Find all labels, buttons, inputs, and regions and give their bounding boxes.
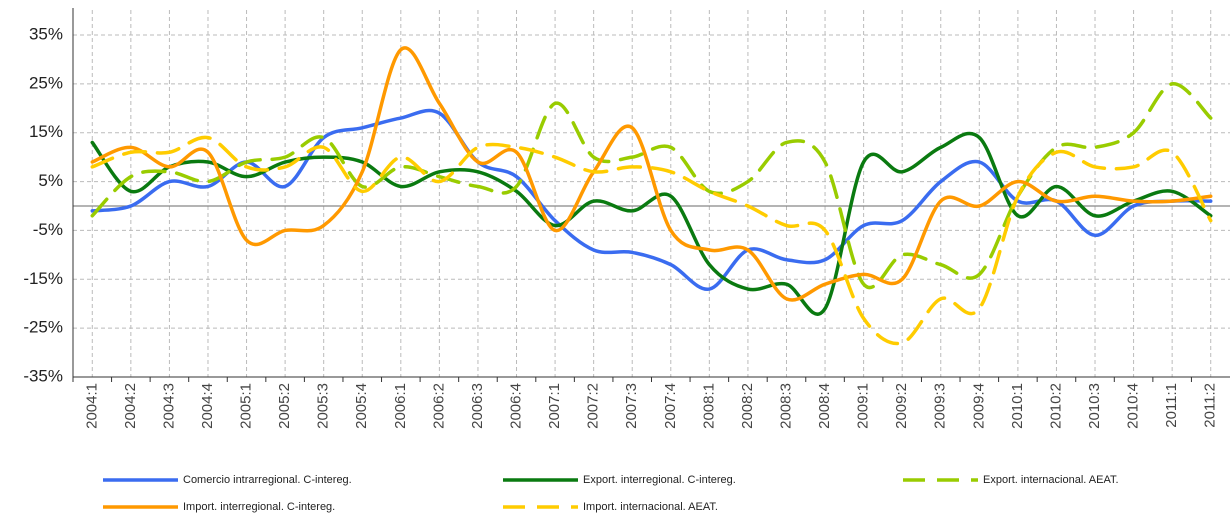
x-tick-label: 2007:2	[585, 383, 602, 429]
y-tick-label: -15%	[23, 269, 63, 288]
legend-label: Import. interregional. C-intereg.	[183, 501, 335, 513]
y-tick-label: 15%	[29, 122, 63, 141]
series-line	[90, 131, 1213, 316]
x-tick-label: 2004:3	[160, 383, 177, 429]
x-tick-label: 2008:4	[816, 383, 833, 429]
x-tick-label: 2009:3	[932, 383, 949, 429]
x-tick-label: 2011:1	[1163, 383, 1180, 428]
legend-label: Import. internacional. AEAT.	[583, 501, 718, 513]
x-tick-label: 2006:4	[507, 383, 524, 429]
x-tick-label: 2008:3	[777, 383, 794, 429]
x-tick-label: 2004:4	[199, 383, 216, 429]
x-tick-label: 2010:4	[1125, 383, 1142, 429]
x-tick-label: 2009:2	[893, 383, 910, 429]
x-tick-label: 2006:1	[392, 383, 409, 429]
x-tick-label: 2010:1	[1009, 383, 1026, 429]
x-tick-label: 2008:1	[700, 383, 717, 429]
series-line	[90, 135, 1213, 346]
x-tick-label: 2008:2	[739, 383, 756, 429]
legend-label: Export. internacional. AEAT.	[983, 474, 1119, 486]
x-tick-label: 2011:2	[1202, 383, 1219, 428]
y-tick-label: -25%	[23, 318, 63, 337]
y-tick-label: -35%	[23, 366, 63, 385]
x-tick-label: 2007:1	[546, 383, 563, 429]
series-line	[90, 46, 1213, 302]
x-tick-label: 2005:1	[238, 383, 255, 429]
legend-label: Comercio intrarregional. C-intereg.	[183, 474, 352, 486]
x-tick-label: 2005:4	[353, 383, 370, 429]
x-tick-label: 2010:2	[1047, 383, 1064, 429]
series-line	[90, 108, 1213, 291]
y-tick-label: 35%	[29, 24, 63, 43]
x-tick-label: 2005:3	[315, 383, 332, 429]
y-tick-label: -5%	[33, 220, 63, 239]
x-tick-label: 2010:3	[1086, 383, 1103, 429]
x-tick-label: 2007:4	[662, 383, 679, 429]
y-tick-label: 25%	[29, 73, 63, 92]
x-tick-label: 2006:2	[430, 383, 447, 429]
legend-label: Export. interregional. C-intereg.	[583, 474, 736, 486]
x-tick-label: 2004:2	[122, 383, 139, 429]
y-tick-label: 5%	[38, 171, 63, 190]
x-tick-label: 2005:2	[276, 383, 293, 429]
x-tick-label: 2006:3	[469, 383, 486, 429]
x-tick-label: 2009:4	[970, 383, 987, 429]
x-tick-label: 2004:1	[83, 383, 100, 429]
series-line	[90, 82, 1213, 290]
x-tick-label: 2009:1	[855, 383, 872, 429]
x-tick-label: 2007:3	[623, 383, 640, 429]
